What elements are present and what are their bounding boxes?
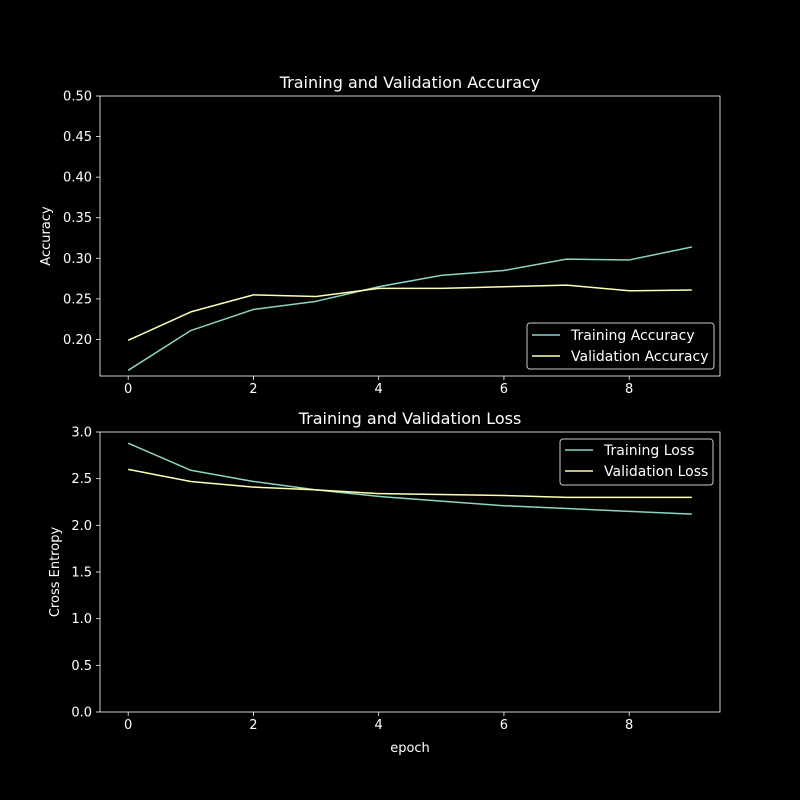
loss-legend-box <box>559 438 714 486</box>
accuracy-y-tick-label: 0.40 <box>63 171 92 186</box>
accuracy-y-tick-label: 0.50 <box>63 90 92 105</box>
loss-y-tick-label: 2.0 <box>71 519 92 534</box>
accuracy-plot-area: 0 2 4 6 8 0.20 0.25 0.30 0.35 0.40 0.45 0.50 <box>63 90 721 397</box>
accuracy-x-tick-label: 0 <box>124 382 132 397</box>
accuracy-y-tick-label: 0.45 <box>63 130 92 145</box>
loss-y-tick-label: 2.5 <box>71 472 92 487</box>
legend-label-validation-accuracy: Validation Accuracy <box>571 349 709 365</box>
series-line-training-loss <box>127 442 692 515</box>
loss-y-tick-label: 3.0 <box>71 426 92 441</box>
accuracy-y-tick-label: 0.35 <box>63 211 92 226</box>
accuracy-x-tick-label: 8 <box>625 382 633 397</box>
loss-y-tick-label: 1.0 <box>71 612 92 627</box>
accuracy-y-tick-label: 0.20 <box>63 333 92 348</box>
accuracy-axes-frame <box>99 95 721 377</box>
loss-x-tick-label: 2 <box>249 718 257 733</box>
loss-y-tick-label: 1.5 <box>71 566 92 581</box>
accuracy-x-tick-label: 6 <box>500 382 508 397</box>
loss-legend: Training Loss Validation Loss <box>559 438 714 486</box>
loss-x-tick-label: 6 <box>500 718 508 733</box>
accuracy-y-tick-label: 0.25 <box>63 292 92 307</box>
loss-plot-area: 0 2 4 6 8 0.0 0.5 1.0 1.5 2.0 2.5 3.0 <box>71 426 721 733</box>
series-line-validation-accuracy <box>127 284 692 341</box>
accuracy-chart: Training and Validation Accuracy Accurac… <box>39 73 721 397</box>
accuracy-chart-title: Training and Validation Accuracy <box>279 73 541 92</box>
loss-x-tick-label: 4 <box>375 718 383 733</box>
accuracy-x-tick-label: 4 <box>375 382 383 397</box>
accuracy-y-tick-label: 0.30 <box>63 252 92 267</box>
legend-label-training-accuracy: Training Accuracy <box>570 328 695 344</box>
loss-x-tick-label: 8 <box>625 718 633 733</box>
loss-y-tick-label: 0.0 <box>71 706 92 721</box>
series-line-training-accuracy <box>127 246 692 371</box>
accuracy-y-axis-label: Accuracy <box>39 206 54 266</box>
loss-y-axis-label: Cross Entropy <box>48 527 63 618</box>
series-line-validation-loss <box>128 468 692 499</box>
loss-x-axis-label: epoch <box>390 741 430 756</box>
loss-y-tick-label: 0.5 <box>71 659 92 674</box>
accuracy-legend: Training Accuracy Validation Accuracy <box>526 322 715 370</box>
loss-chart-title: Training and Validation Loss <box>298 409 522 428</box>
accuracy-x-tick-label: 2 <box>249 382 257 397</box>
legend-label-training-loss: Training Loss <box>603 443 694 459</box>
loss-x-tick-label: 0 <box>124 718 132 733</box>
legend-label-validation-loss: Validation Loss <box>604 464 708 480</box>
accuracy-legend-box <box>526 322 715 370</box>
loss-chart: Training and Validation Loss Cross Entro… <box>48 409 721 756</box>
